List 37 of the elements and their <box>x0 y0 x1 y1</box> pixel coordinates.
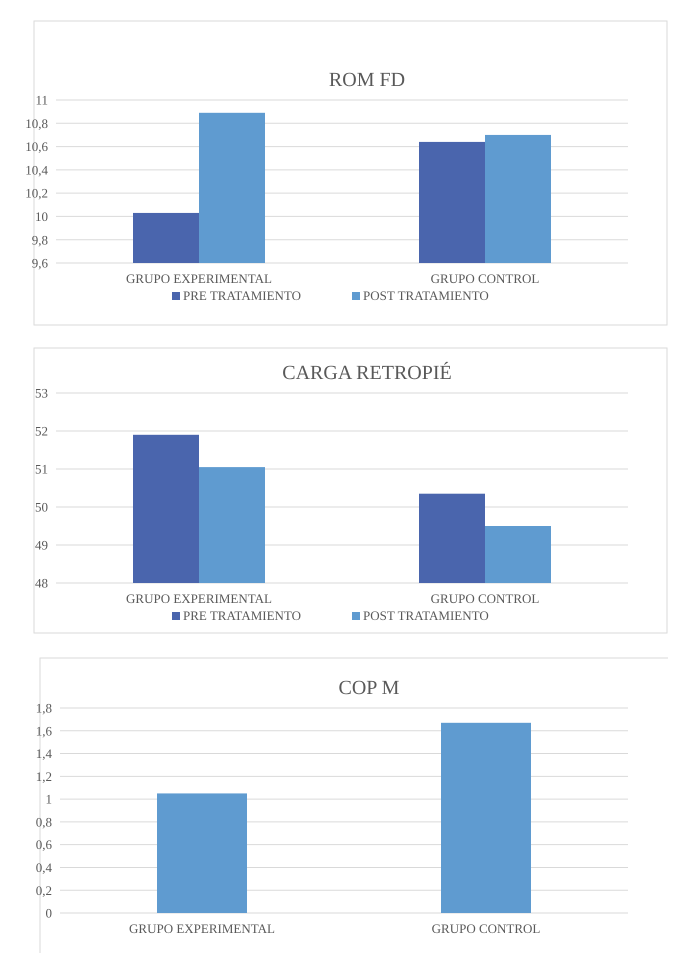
y-tick-label: 10,2 <box>25 186 48 201</box>
x-tick-label: GRUPO CONTROL <box>430 591 540 606</box>
y-tick-label: 1,2 <box>36 768 52 784</box>
y-tick-label: 10 <box>35 208 48 224</box>
y-tick-label: 49 <box>35 538 48 553</box>
y-tick-label: 52 <box>35 424 48 439</box>
y-tick-label: 10,6 <box>25 139 48 154</box>
y-tick-label: 1 <box>46 792 52 807</box>
y-tick-label: 0 <box>46 906 52 921</box>
y-tick-label: 1,6 <box>36 723 52 738</box>
x-tick-label: GRUPO EXPERIMENTAL <box>129 921 276 936</box>
y-tick-label: 10,8 <box>25 116 48 131</box>
y-tick-label: 9,8 <box>32 232 48 248</box>
x-tick-label: GRUPO EXPERIMENTAL <box>126 271 272 286</box>
y-tick-label: 0,4 <box>36 860 52 875</box>
y-tick-label: 1,8 <box>36 700 52 716</box>
y-tick-label: 9,6 <box>32 256 48 271</box>
x-tick-label: GRUPO CONTROL <box>430 271 540 286</box>
chart-title: CARGA RETROPIÉ <box>282 361 452 384</box>
chart-title: COP M <box>338 677 400 699</box>
legend-label: PRE TRATAMIENTO <box>183 288 302 303</box>
y-tick-label: 50 <box>35 500 48 515</box>
legend-label: POST TRATAMIENTO <box>363 608 489 623</box>
y-tick-label: 51 <box>35 462 48 477</box>
y-tick-label: 0,6 <box>36 837 52 852</box>
legend-label: POST TRATAMIENTO <box>363 288 489 303</box>
legend-label: PRE TRATAMIENTO <box>183 608 302 623</box>
y-tick-label: 0,8 <box>36 814 52 830</box>
chart-title: ROM FD <box>328 69 406 91</box>
y-tick-label: 10,4 <box>25 162 48 178</box>
x-tick-label: GRUPO CONTROL <box>432 921 540 936</box>
y-tick-label: 11 <box>35 92 48 108</box>
y-tick-label: 0,2 <box>36 882 52 898</box>
y-tick-label: 1,4 <box>36 746 52 762</box>
x-tick-label: GRUPO EXPERIMENTAL <box>126 591 272 606</box>
y-tick-label: 48 <box>35 576 48 591</box>
y-tick-label: 53 <box>35 386 48 401</box>
